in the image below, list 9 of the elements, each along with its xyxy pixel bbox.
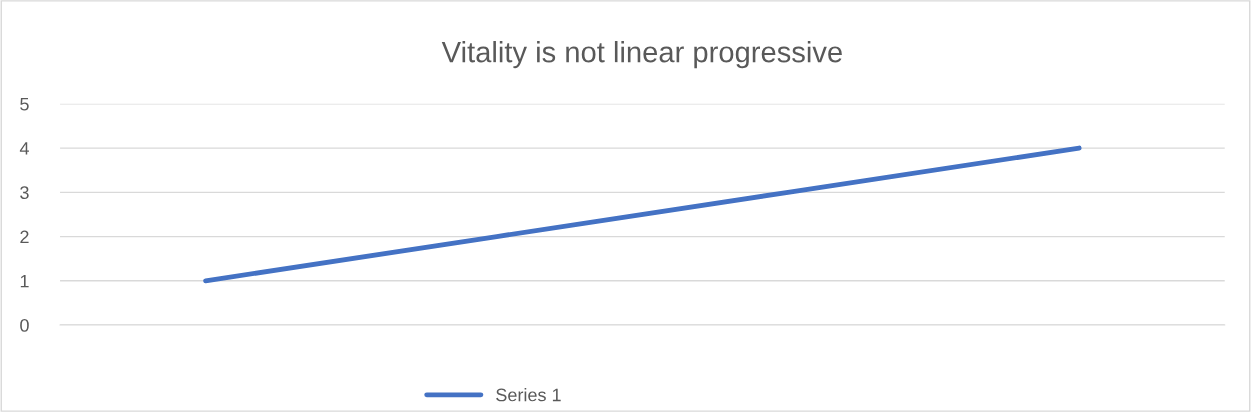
y-tick-label: 0 xyxy=(20,319,29,332)
y-tick-label: 1 xyxy=(20,274,29,288)
line-series xyxy=(203,145,1082,284)
y-tick-label: 5 xyxy=(20,97,29,111)
legend-label: Series 1 xyxy=(496,388,561,402)
chart-title: Vitality is not linear progressive xyxy=(441,41,842,69)
y-tick-label: 4 xyxy=(19,142,29,155)
y-tick-label: 3 xyxy=(20,186,29,200)
y-tick-label: 2 xyxy=(20,230,29,244)
